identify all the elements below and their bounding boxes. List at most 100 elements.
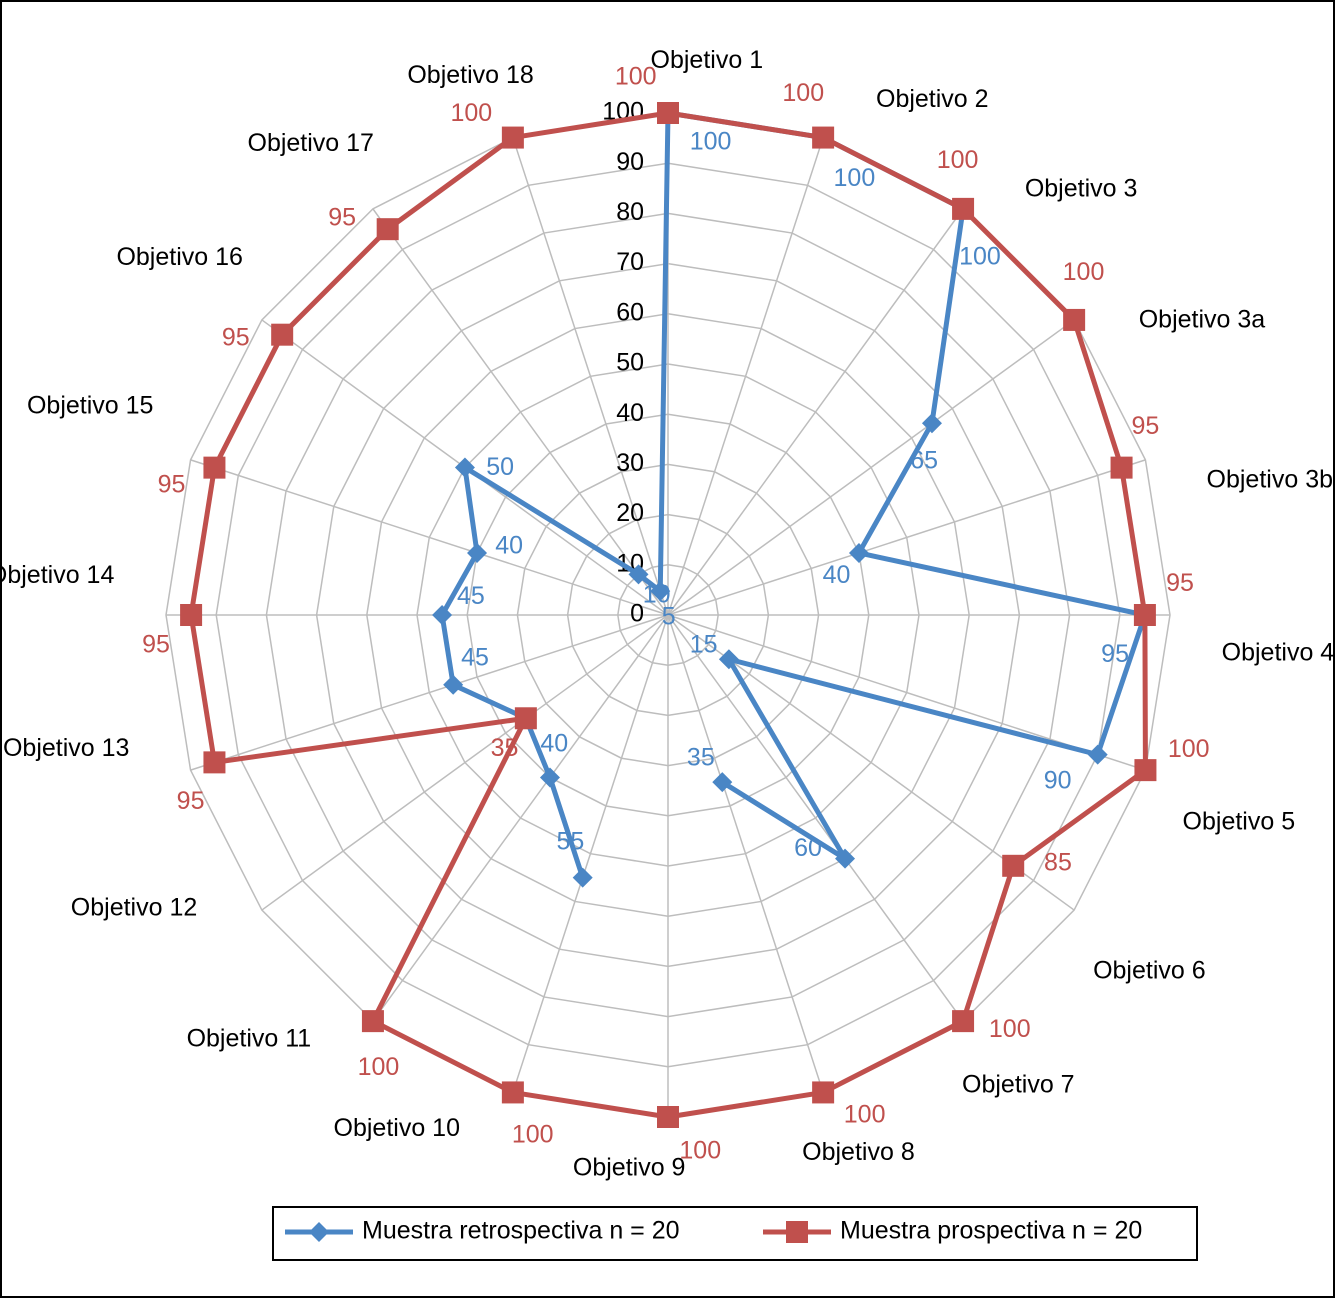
data-point — [718, 649, 739, 670]
value-label: 45 — [457, 582, 485, 610]
value-label: 55 — [557, 828, 585, 856]
legend-marker — [786, 1221, 808, 1243]
r-tick-label: 30 — [616, 449, 644, 477]
value-label: 100 — [1168, 735, 1210, 763]
data-point — [1002, 854, 1025, 877]
data-point — [628, 564, 649, 585]
category-label: Objetivo 15 — [27, 392, 153, 420]
value-label: 100 — [358, 1053, 400, 1081]
spoke — [512, 137, 669, 616]
data-point — [572, 867, 593, 888]
spoke — [667, 614, 964, 1022]
data-point — [812, 126, 835, 149]
value-label: 100 — [989, 1015, 1031, 1043]
spoke — [261, 614, 669, 911]
value-label: 60 — [794, 834, 822, 862]
value-label: 95 — [158, 471, 186, 499]
value-label: 100 — [512, 1120, 554, 1148]
data-point — [501, 1081, 524, 1104]
category-label: Objetivo 8 — [802, 1138, 915, 1166]
data-point — [1134, 759, 1157, 782]
category-label: Objetivo 9 — [573, 1153, 686, 1181]
value-label: 50 — [486, 453, 514, 481]
value-label: 100 — [615, 63, 657, 91]
spoke — [372, 208, 669, 616]
category-label: Objetivo 3 — [1025, 175, 1138, 203]
value-label: 90 — [1044, 766, 1072, 794]
r-tick-label: 60 — [616, 298, 644, 326]
data-point — [650, 581, 671, 602]
value-label: 15 — [690, 631, 718, 659]
category-label: Objetivo 11 — [187, 1025, 312, 1053]
spoke — [190, 614, 669, 771]
data-point — [203, 456, 226, 479]
value-label: 40 — [495, 532, 523, 560]
legend-box — [272, 1206, 1198, 1261]
value-label: 100 — [690, 128, 732, 156]
value-label: 100 — [782, 79, 824, 107]
r-tick-label: 40 — [616, 399, 644, 427]
legend-marker — [309, 1222, 329, 1242]
data-point — [180, 604, 203, 626]
category-label: Objetivo 10 — [334, 1114, 460, 1142]
data-point — [848, 542, 869, 563]
spoke — [372, 614, 669, 1022]
spoke — [667, 319, 1075, 616]
value-label: 95 — [222, 324, 250, 352]
category-label: Objetivo 4 — [1222, 638, 1335, 666]
data-point — [514, 707, 537, 730]
value-label: 85 — [1044, 849, 1072, 877]
data-point — [203, 751, 226, 774]
r-tick-label: 20 — [616, 499, 644, 527]
spoke — [512, 614, 669, 1093]
data-point — [539, 767, 560, 788]
value-label: 40 — [823, 561, 851, 589]
category-label: Objetivo 7 — [962, 1070, 1075, 1098]
data-point — [361, 1010, 384, 1033]
value-label: 100 — [451, 99, 493, 127]
value-label: 95 — [1101, 640, 1129, 668]
category-label: Objetivo 3a — [1139, 306, 1266, 334]
spoke — [667, 459, 1146, 616]
category-label: Objetivo 3b — [1207, 465, 1333, 493]
spoke — [667, 614, 824, 1093]
data-point — [812, 1081, 835, 1104]
value-label: 95 — [1132, 412, 1160, 440]
legend-label: Muestra retrospectiva n = 20 — [362, 1217, 680, 1245]
data-point — [443, 674, 464, 695]
r-tick-label: 80 — [616, 198, 644, 226]
r-tick-label: 50 — [616, 349, 644, 377]
value-label: 100 — [959, 243, 1001, 271]
category-label: Objetivo 18 — [407, 61, 533, 89]
data-point — [376, 218, 399, 241]
category-label: Objetivo 14 — [0, 561, 114, 589]
r-tick-label: 90 — [616, 148, 644, 176]
value-label: 95 — [1166, 569, 1194, 597]
data-point — [271, 323, 294, 346]
value-label: 100 — [937, 146, 979, 174]
category-label: Objetivo 2 — [876, 85, 989, 113]
value-label: 95 — [142, 630, 170, 658]
data-point — [952, 1010, 975, 1033]
data-point — [712, 772, 733, 793]
value-label: 95 — [177, 787, 205, 815]
category-label: Objetivo 16 — [116, 243, 242, 271]
category-label: Objetivo 17 — [248, 129, 374, 157]
category-label: Objetivo 1 — [651, 46, 764, 74]
data-point — [657, 1106, 679, 1128]
spoke — [667, 208, 964, 616]
r-tick-label: 70 — [616, 248, 644, 276]
value-label: 100 — [1063, 258, 1105, 286]
value-label: 5 — [662, 602, 676, 630]
spoke — [190, 459, 669, 616]
category-label: Objetivo 5 — [1183, 808, 1296, 836]
r-tick-label: 0 — [630, 600, 644, 628]
data-point — [952, 197, 975, 220]
data-point — [1133, 604, 1156, 626]
category-label: Objetivo 12 — [71, 894, 197, 922]
category-label: Objetivo 13 — [3, 734, 129, 762]
data-point — [835, 848, 856, 869]
value-label: 95 — [328, 203, 356, 231]
